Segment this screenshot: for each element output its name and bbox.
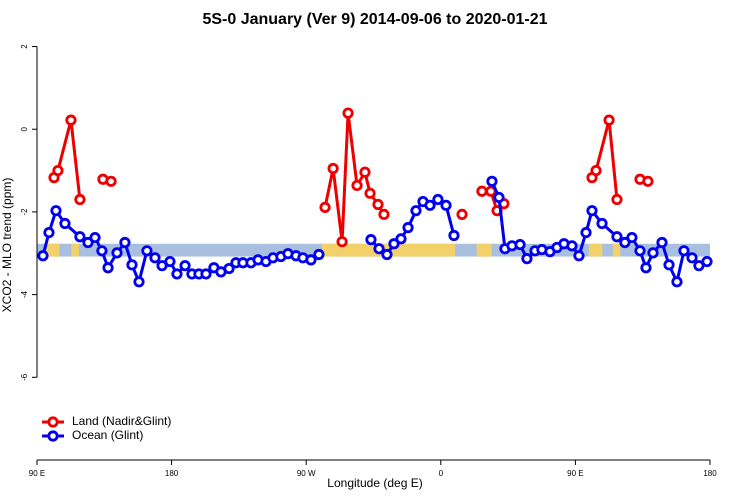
point <box>82 236 94 249</box>
x-tick-label: 90 E <box>29 469 45 478</box>
point <box>171 268 183 280</box>
point <box>111 247 123 259</box>
legend-label: Ocean (Glint) <box>72 428 143 442</box>
point <box>611 193 623 206</box>
land-band <box>45 243 60 257</box>
point <box>678 245 690 257</box>
point <box>373 243 385 255</box>
point <box>521 253 533 265</box>
point <box>626 231 638 244</box>
point <box>693 260 705 272</box>
point <box>105 175 117 187</box>
point <box>74 193 86 206</box>
point <box>514 238 526 251</box>
point <box>364 187 376 199</box>
point <box>149 252 161 264</box>
x-tick-label: 0 <box>439 469 444 478</box>
point <box>596 217 608 230</box>
y-tick-label: -4 <box>20 291 29 299</box>
point <box>96 245 108 257</box>
land-band <box>71 243 79 257</box>
legend-marker <box>47 430 59 442</box>
point <box>586 205 598 217</box>
land-band <box>588 243 603 257</box>
point <box>102 262 114 274</box>
x-tick-label: 180 <box>165 469 179 478</box>
point <box>642 175 654 187</box>
point <box>440 199 452 211</box>
point <box>486 175 498 187</box>
point <box>164 255 176 268</box>
y-tick-label: 2 <box>20 44 29 49</box>
point <box>327 162 339 175</box>
x-tick-label: 180 <box>703 469 717 478</box>
point <box>580 226 592 239</box>
point <box>671 276 683 288</box>
y-tick-label: -6 <box>20 373 29 381</box>
point <box>179 260 191 272</box>
point <box>402 222 414 234</box>
y-tick-label: 0 <box>20 126 29 131</box>
point <box>37 250 49 262</box>
point <box>365 234 377 246</box>
point <box>133 276 145 288</box>
point <box>305 254 317 266</box>
point <box>686 252 698 264</box>
point <box>378 208 390 221</box>
point <box>359 166 371 178</box>
point <box>351 179 363 192</box>
point <box>701 255 713 268</box>
x-tick-label: 90 E <box>567 469 583 478</box>
point <box>590 164 602 177</box>
point <box>119 236 131 249</box>
point <box>603 114 615 126</box>
point <box>89 231 101 244</box>
legend-marker <box>47 416 59 428</box>
y-tick-label: -2 <box>20 208 29 216</box>
chart-title: 5S-0 January (Ver 9) 2014-09-06 to 2020-… <box>202 11 547 28</box>
land-band <box>476 243 492 257</box>
point <box>456 208 468 221</box>
point <box>223 262 235 275</box>
point <box>448 229 460 242</box>
point <box>43 226 55 239</box>
point <box>619 236 631 249</box>
point <box>141 245 153 257</box>
y-axis-label: XCO2 - MLO trend (ppm) <box>0 178 14 313</box>
point <box>74 231 86 243</box>
point <box>573 250 585 262</box>
point <box>50 205 62 217</box>
point <box>126 259 138 271</box>
point <box>476 185 488 197</box>
point <box>432 193 444 206</box>
point <box>395 233 407 245</box>
point <box>656 236 668 249</box>
point <box>611 231 623 243</box>
point <box>634 245 646 257</box>
point <box>566 240 578 252</box>
x-axis-label: Longitude (deg E) <box>327 476 422 490</box>
legend-label: Land (Nadir&Glint) <box>72 414 171 428</box>
point <box>319 201 331 213</box>
point <box>410 205 422 217</box>
point <box>200 268 212 280</box>
point <box>59 217 71 230</box>
point <box>647 247 659 259</box>
point <box>342 107 354 119</box>
point <box>336 236 348 248</box>
point <box>663 259 675 271</box>
point <box>381 248 393 261</box>
point <box>65 114 77 126</box>
x-tick-label: 90 W <box>297 469 316 478</box>
point <box>388 238 400 250</box>
point <box>372 198 384 211</box>
point <box>640 262 652 274</box>
land-band <box>612 243 621 257</box>
point <box>52 164 64 177</box>
point <box>313 248 325 261</box>
point <box>493 191 505 204</box>
point <box>424 199 436 211</box>
